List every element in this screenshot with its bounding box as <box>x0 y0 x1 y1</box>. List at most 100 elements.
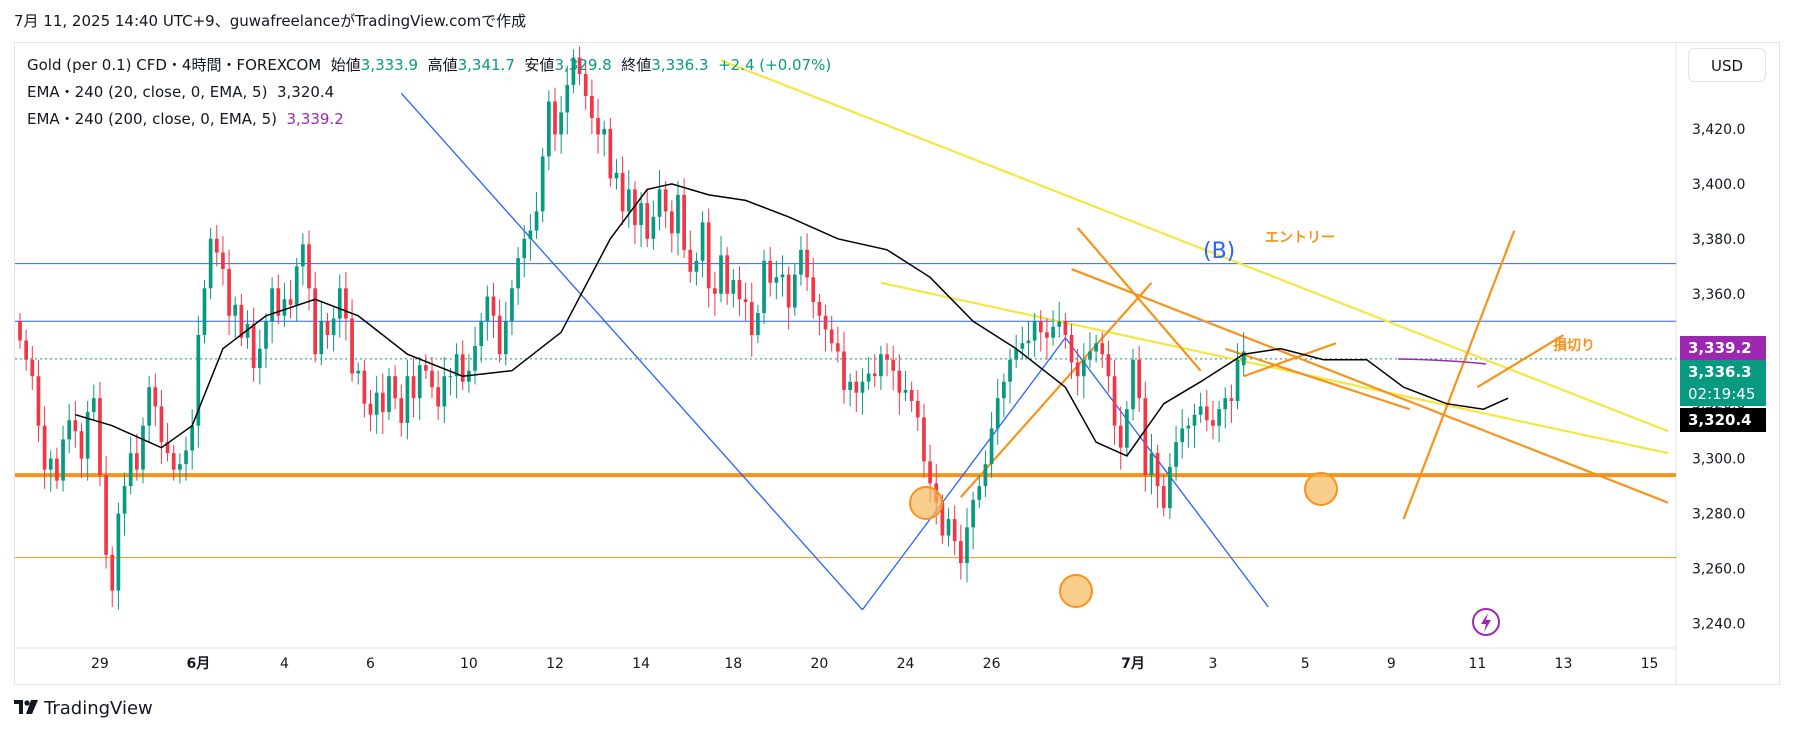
currency-button[interactable]: USD <box>1688 48 1766 82</box>
legend-ema200-row[interactable]: EMA・240 (200, close, 0, EMA, 5) 3,339.2 <box>27 106 831 133</box>
x-tick-label: 4 <box>280 656 289 672</box>
candle-body <box>995 398 1000 429</box>
entry-label: エントリー <box>1265 230 1335 246</box>
candle <box>1032 313 1037 357</box>
candle-body <box>663 189 668 212</box>
candle-body <box>319 321 324 355</box>
candle-body <box>602 128 607 135</box>
candle-body <box>344 288 348 319</box>
candle-body <box>1211 420 1215 426</box>
x-tick-label: 5 <box>1301 656 1310 672</box>
candle-body <box>983 464 988 487</box>
candle-body <box>165 442 170 454</box>
axes: 3,240.03,260.03,280.03,300.03,320.03,340… <box>91 67 1745 672</box>
candle <box>1155 444 1160 509</box>
candle-body <box>110 554 115 591</box>
candle <box>602 120 607 157</box>
candle-body <box>522 238 527 259</box>
candle <box>915 389 920 432</box>
candle-body <box>288 299 293 305</box>
candle-body <box>264 321 268 349</box>
candle-body <box>294 266 299 305</box>
candle <box>620 156 625 226</box>
candle <box>565 65 570 135</box>
candle-body <box>922 417 926 462</box>
candle <box>134 433 139 481</box>
candle-body <box>55 458 59 481</box>
legend-ema20-row[interactable]: EMA・240 (20, close, 0, EMA, 5) 3,320.4 <box>27 79 831 106</box>
candle-body <box>965 527 969 564</box>
candle-body <box>1118 425 1123 448</box>
open-value: 3,333.9 <box>360 56 419 74</box>
y-tick-label: 3,240.0 <box>1692 617 1745 633</box>
candle <box>989 411 994 478</box>
candle <box>393 365 397 410</box>
tradingview-logo[interactable]: TradingView <box>14 698 153 719</box>
candle-body <box>399 398 404 423</box>
candle <box>1229 384 1234 423</box>
ema200-value: 3,339.2 <box>286 110 344 128</box>
candle <box>270 277 274 344</box>
candle-body <box>1143 398 1148 476</box>
lightning-icon[interactable] <box>1472 608 1500 636</box>
swing-circle-1 <box>909 486 943 520</box>
candle-body <box>1020 343 1025 349</box>
candle-body <box>1088 351 1092 360</box>
candle-body <box>1137 359 1142 399</box>
candle-body <box>374 392 379 415</box>
candle <box>1131 348 1135 421</box>
candle-body <box>208 238 213 289</box>
x-tick-label: 6 <box>366 656 375 672</box>
candle-body <box>1149 453 1154 476</box>
candle <box>153 373 158 426</box>
candle <box>719 236 723 303</box>
candle-body <box>424 365 428 371</box>
candle <box>1057 302 1062 338</box>
candle <box>1198 392 1203 423</box>
candle <box>491 282 496 338</box>
candle-body <box>897 370 902 393</box>
candle <box>608 117 613 187</box>
chart-frame[interactable] <box>14 42 1780 685</box>
candle <box>1081 343 1086 399</box>
candle <box>590 79 594 135</box>
candle <box>682 178 686 259</box>
candle-body <box>958 541 963 564</box>
candle-body <box>1032 321 1037 341</box>
y-tick-label: 3,360.0 <box>1692 287 1745 303</box>
candle-body <box>1075 362 1080 377</box>
candle <box>958 524 963 580</box>
candle-body <box>417 365 422 399</box>
candle-body <box>971 499 975 528</box>
candle <box>792 263 797 316</box>
candle-body <box>719 255 723 294</box>
candle <box>42 406 47 489</box>
candle <box>1125 400 1129 456</box>
candle <box>190 409 195 470</box>
candle-body <box>202 288 207 336</box>
candles <box>18 46 1246 610</box>
trend-line <box>880 281 1669 455</box>
candle <box>331 307 336 352</box>
candle-body <box>872 373 877 377</box>
swing-circle-3 <box>1304 472 1338 506</box>
candle-body <box>879 354 883 377</box>
trend-line <box>1476 334 1565 389</box>
x-tick-label: 12 <box>546 656 564 672</box>
candle-body <box>1217 409 1221 426</box>
candle <box>344 271 348 341</box>
candle <box>288 280 293 319</box>
candle <box>1038 310 1043 352</box>
symbol-name[interactable]: Gold (per 0.1) CFD・4時間・FOREXCOM <box>27 56 322 74</box>
candle-body <box>270 288 274 322</box>
candle-body <box>836 343 840 352</box>
candle <box>1137 346 1142 412</box>
candle <box>1014 335 1019 368</box>
candle <box>48 450 53 492</box>
candle <box>596 98 600 154</box>
candle-body <box>651 216 656 239</box>
candle <box>823 304 828 352</box>
candle-body <box>1161 486 1166 509</box>
candle-body <box>1155 453 1160 487</box>
